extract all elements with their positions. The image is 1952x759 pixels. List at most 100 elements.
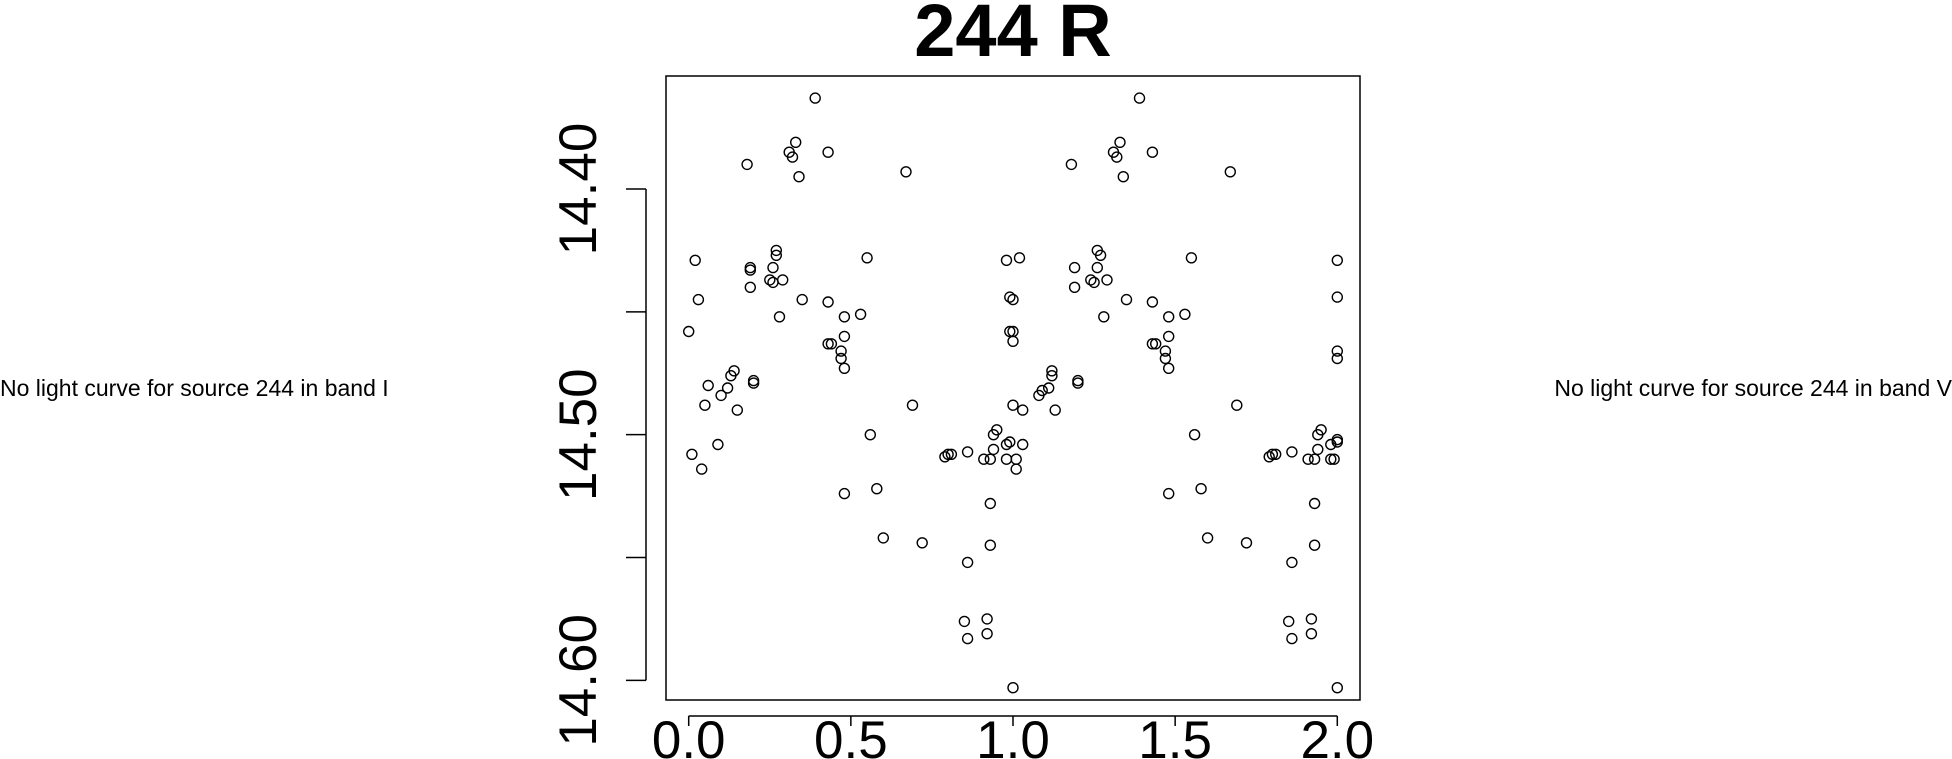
data-point (793, 170, 805, 183)
data-point (728, 365, 740, 377)
data-point (916, 537, 928, 549)
x-tick-label: 1.5 (1138, 711, 1212, 759)
data-point (1149, 338, 1162, 350)
data-point (838, 487, 851, 500)
data-point (686, 448, 698, 460)
data-point (1325, 438, 1337, 451)
data-point (1331, 682, 1344, 694)
data-point (1286, 556, 1298, 569)
data-point (692, 293, 705, 306)
data-point (961, 556, 974, 569)
data-point (1159, 352, 1172, 365)
data-point (699, 399, 711, 411)
data-point (1240, 537, 1253, 549)
data-point (1007, 399, 1019, 411)
data-point (1049, 404, 1061, 416)
data-point (770, 244, 782, 257)
data-point (741, 158, 753, 171)
x-axis: 0.0 0.5 1.0 1.5 2.0 (652, 711, 1374, 759)
data-point (835, 345, 847, 357)
data-point (1068, 281, 1081, 293)
data-point (1146, 296, 1159, 308)
data-point (715, 389, 727, 402)
data-point (767, 276, 779, 289)
data-point (1188, 429, 1201, 441)
data-point (942, 448, 954, 460)
data-point (731, 404, 743, 416)
data-point (822, 296, 834, 308)
data-point (796, 293, 808, 306)
data-point (958, 615, 971, 628)
data-point (1308, 453, 1321, 465)
data-point (822, 338, 834, 350)
data-point (1162, 311, 1175, 323)
data-point (1179, 308, 1191, 320)
data-point (1091, 261, 1104, 274)
data-point (1068, 261, 1081, 274)
data-point (809, 92, 821, 104)
data-point (1159, 345, 1172, 357)
data-point (961, 632, 974, 645)
data-point (1263, 451, 1275, 463)
data-point (683, 325, 695, 338)
data-point (764, 274, 776, 286)
data-point (702, 379, 714, 392)
x-tick-label: 0.0 (652, 711, 726, 759)
data-point (1046, 370, 1058, 382)
y-tick-label: 14.40 (549, 123, 608, 256)
data-point (939, 451, 951, 463)
data-point (877, 532, 889, 544)
plot-frame (665, 75, 1361, 701)
data-point (984, 453, 996, 465)
data-point (1282, 615, 1295, 628)
data-point (1328, 453, 1340, 465)
data-point (981, 628, 993, 640)
data-point (984, 497, 996, 510)
data-point (825, 338, 838, 350)
data-point (1000, 254, 1013, 266)
data-point (1286, 632, 1298, 645)
data-point (1331, 352, 1344, 365)
data-point (871, 483, 883, 495)
data-point (1224, 166, 1237, 178)
x-tick-label: 2.0 (1300, 711, 1374, 759)
data-point (1146, 146, 1159, 158)
data-point (1231, 399, 1243, 411)
data-point (987, 443, 1000, 456)
data-point (1098, 311, 1110, 323)
data-point (770, 249, 782, 262)
data-point (689, 254, 701, 266)
data-point (1004, 325, 1016, 338)
data-point (1305, 628, 1318, 640)
data-point (1146, 338, 1159, 350)
data-point (1315, 424, 1327, 436)
data-point (978, 453, 990, 465)
data-point (864, 429, 876, 441)
data-point (1004, 436, 1016, 448)
data-point (744, 281, 756, 293)
data-point (1010, 453, 1022, 465)
data-point (984, 539, 996, 551)
data-point (981, 613, 993, 625)
y-axis: 14.40 14.50 14.60 (549, 123, 647, 747)
data-point (1266, 448, 1279, 460)
chart-title: 244 R (914, 0, 1111, 72)
data-point (777, 274, 789, 286)
data-point (790, 136, 802, 149)
data-point (747, 374, 760, 387)
x-tick-label: 1.0 (976, 711, 1050, 759)
data-point (1085, 274, 1097, 286)
data-point (1042, 382, 1055, 394)
data-point (835, 352, 847, 365)
data-point (1101, 274, 1113, 286)
data-point (1017, 438, 1029, 451)
data-point (838, 330, 851, 343)
data-point (838, 362, 851, 374)
data-point (1065, 158, 1078, 171)
data-point (1302, 453, 1314, 465)
data-point (1133, 92, 1146, 104)
data-point (1004, 291, 1016, 303)
data-point (1000, 453, 1013, 465)
data-point (991, 424, 1003, 436)
data-point (1120, 293, 1133, 306)
